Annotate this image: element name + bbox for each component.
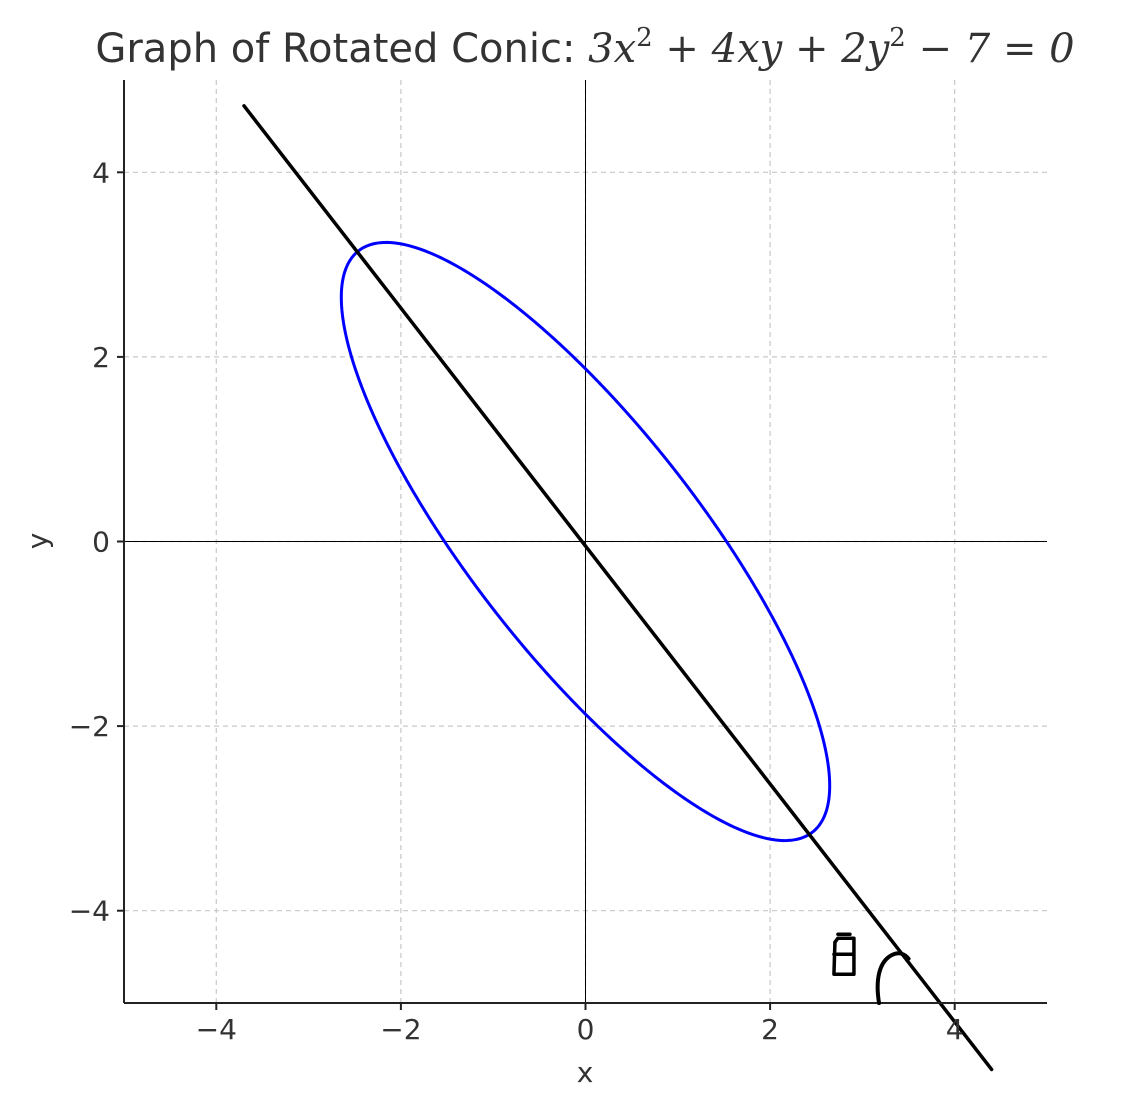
x-tick-label: −2 (380, 1013, 421, 1046)
y-tick-label: −4 (69, 895, 110, 928)
chart-title-equation-part: − 7 = 0 (906, 26, 1075, 72)
y-tick-label: 0 (92, 526, 110, 559)
series (242, 104, 994, 1072)
x-tick-label: −4 (196, 1013, 237, 1046)
x-tick-label: 4 (946, 1013, 964, 1046)
conic-curve (339, 240, 832, 843)
chart-title-equation-part: xy (737, 26, 784, 72)
chart-title-equation-part: y (865, 26, 891, 72)
y-tick-label: −2 (69, 710, 110, 743)
axis-line (242, 104, 994, 1072)
y-tick-label: 4 (92, 156, 110, 189)
x-tick-label: 2 (761, 1013, 779, 1046)
y-tick-label: 2 (92, 341, 110, 374)
x-axis-label: x (577, 1056, 594, 1089)
chart-title-equation-part: + 4 (653, 26, 737, 72)
y-axis-label: y (21, 533, 54, 550)
chart-title-prefix: Graph of Rotated Conic: (95, 26, 588, 72)
chart-title-text: Graph of Rotated Conic: 3x2 + 4xy + 2y2 … (95, 23, 1074, 72)
ticks: −4 −2 0 2 4 −4 −2 0 2 4 (69, 156, 964, 1046)
chart-title-equation-part: 3 (588, 26, 613, 72)
chart-title-equation-part: + 2 (782, 26, 866, 72)
chart-title-equation-part: x (614, 26, 637, 72)
chart-title-equation-part: 2 (636, 23, 653, 53)
x-tick-label: 0 (577, 1013, 595, 1046)
angle-arc (875, 951, 911, 1005)
chart-title-equation-part: 2 (889, 23, 906, 53)
annotations (832, 932, 911, 1005)
theta-symbol (832, 932, 856, 976)
zero-lines (124, 80, 1047, 1003)
chart-title: Graph of Rotated Conic: 3x2 + 4xy + 2y2 … (95, 23, 1074, 72)
